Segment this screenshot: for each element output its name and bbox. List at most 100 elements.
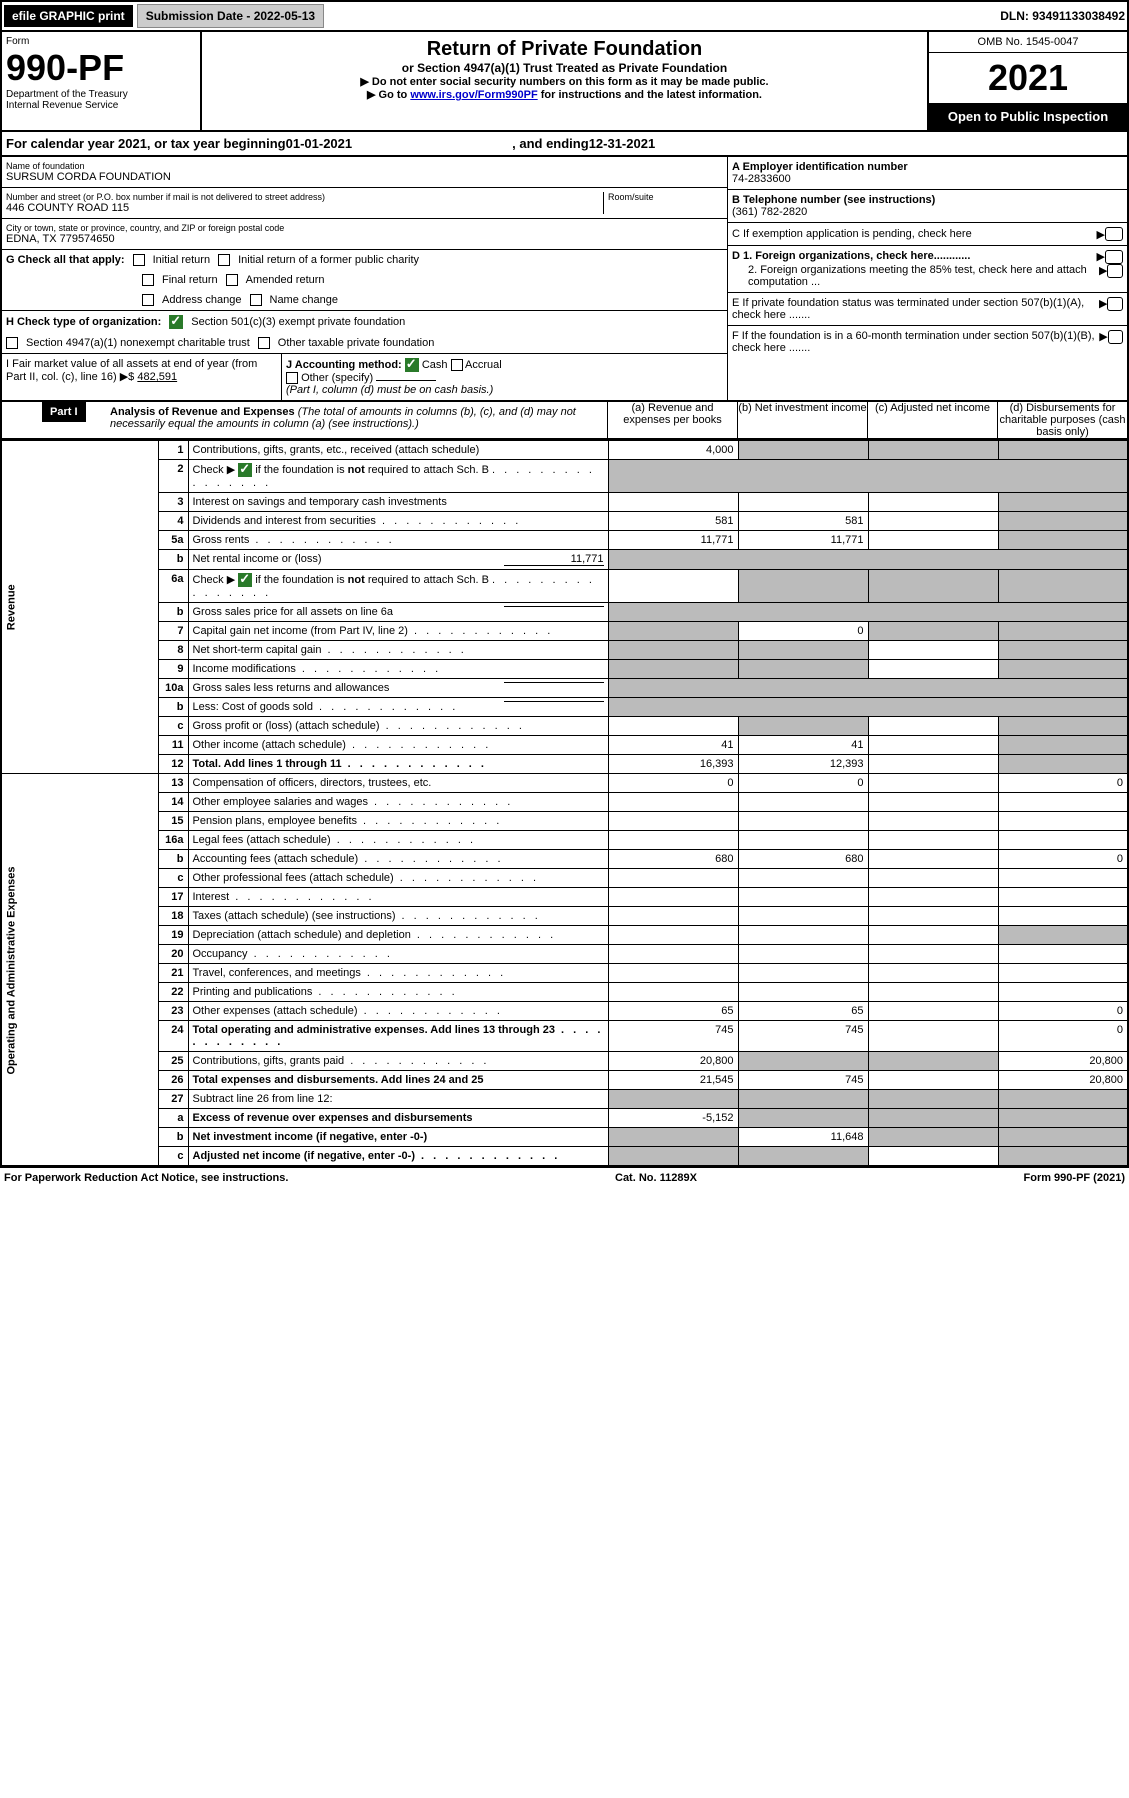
row-number: 17: [158, 888, 188, 907]
row-description: Income modifications: [188, 660, 608, 679]
checkbox-address-change[interactable]: [142, 294, 154, 306]
cell-d: [998, 531, 1128, 550]
row-number: 4: [158, 512, 188, 531]
top-bar: efile GRAPHIC print Submission Date - 20…: [0, 0, 1129, 32]
address-label: Number and street (or P.O. box number if…: [6, 192, 603, 202]
checkbox-initial-return[interactable]: [133, 254, 145, 266]
checkbox-schb[interactable]: [238, 573, 252, 587]
j-accrual: Accrual: [465, 359, 502, 371]
row-number: 8: [158, 641, 188, 660]
foundation-name-label: Name of foundation: [6, 161, 723, 171]
checkbox-cash[interactable]: [405, 358, 419, 372]
table-row: 16aLegal fees (attach schedule): [1, 831, 1128, 850]
row-description: Gross sales price for all assets on line…: [188, 603, 608, 622]
c-exemption-label: C If exemption application is pending, c…: [732, 228, 972, 240]
checkbox-4947a1[interactable]: [6, 337, 18, 349]
cell-b: 745: [738, 1021, 868, 1052]
table-row: bLess: Cost of goods sold: [1, 698, 1128, 717]
cell-c: [868, 774, 998, 793]
cell-a: [608, 926, 738, 945]
inline-fill-value: [504, 606, 604, 607]
cell-a: 680: [608, 850, 738, 869]
cell-b: 0: [738, 774, 868, 793]
cell-b: [738, 869, 868, 888]
table-row: cGross profit or (loss) (attach schedule…: [1, 717, 1128, 736]
instr-goto-post: for instructions and the latest informat…: [538, 89, 762, 101]
row-number: 22: [158, 983, 188, 1002]
checkbox-other-taxable[interactable]: [258, 337, 270, 349]
i-label: I Fair market value of all assets at end…: [6, 358, 257, 383]
d1-label: D 1. Foreign organizations, check here..…: [732, 250, 970, 264]
row-description: Travel, conferences, and meetings: [188, 964, 608, 983]
a-ein-label: A Employer identification number: [732, 161, 1123, 173]
cell-b: [738, 1090, 868, 1109]
checkbox-e[interactable]: [1107, 297, 1123, 311]
row-description: Subtract line 26 from line 12:: [188, 1090, 608, 1109]
cell-d: 0: [998, 774, 1128, 793]
row-number: 15: [158, 812, 188, 831]
table-row: 11Other income (attach schedule)4141: [1, 736, 1128, 755]
part1-table: Revenue1Contributions, gifts, grants, et…: [0, 440, 1129, 1167]
checkbox-501c3[interactable]: [169, 315, 183, 329]
checkbox-accrual[interactable]: [451, 359, 463, 371]
checkbox-name-change[interactable]: [250, 294, 262, 306]
cell-b: [738, 493, 868, 512]
row-description: Net investment income (if negative, ente…: [188, 1128, 608, 1147]
row-number: b: [158, 698, 188, 717]
footer-mid: Cat. No. 11289X: [615, 1172, 697, 1184]
checkbox-d2[interactable]: [1107, 264, 1123, 278]
cell-a: [608, 983, 738, 1002]
j-note: (Part I, column (d) must be on cash basi…: [286, 384, 493, 396]
row-description: Check ▶ if the foundation is not require…: [188, 460, 608, 493]
city-label: City or town, state or province, country…: [6, 223, 723, 233]
row-number: 14: [158, 793, 188, 812]
table-row: 8Net short-term capital gain: [1, 641, 1128, 660]
row-number: 13: [158, 774, 188, 793]
row-number: 5a: [158, 531, 188, 550]
row-description: Other income (attach schedule): [188, 736, 608, 755]
footer-right: Form 990-PF (2021): [1024, 1172, 1125, 1184]
cell-b: [738, 793, 868, 812]
checkbox-schb[interactable]: [238, 463, 252, 477]
checkbox-f[interactable]: [1108, 330, 1123, 344]
e-label: E If private foundation status was termi…: [732, 297, 1099, 321]
section-h: H Check type of organization: Section 50…: [2, 311, 727, 333]
row-description: Printing and publications: [188, 983, 608, 1002]
cell-c: [868, 1052, 998, 1071]
checkbox-other-method[interactable]: [286, 372, 298, 384]
checkbox-initial-return-former[interactable]: [218, 254, 230, 266]
cell-b: [738, 831, 868, 850]
cell-c: [868, 850, 998, 869]
submission-date-button[interactable]: Submission Date - 2022-05-13: [137, 4, 324, 28]
cell-a: [608, 831, 738, 850]
checkbox-amended-return[interactable]: [226, 274, 238, 286]
cell-b: [738, 812, 868, 831]
instr-ssn: ▶ Do not enter social security numbers o…: [208, 75, 921, 88]
return-title: Return of Private Foundation: [208, 38, 921, 61]
table-row: 4Dividends and interest from securities5…: [1, 512, 1128, 531]
table-row: 2Check ▶ if the foundation is not requir…: [1, 460, 1128, 493]
form-number: 990-PF: [6, 47, 196, 89]
inline-fill-value: [504, 701, 604, 702]
checkbox-c[interactable]: [1105, 227, 1123, 241]
cell-d: [998, 869, 1128, 888]
row-description: Contributions, gifts, grants paid: [188, 1052, 608, 1071]
cell-d: [998, 1147, 1128, 1167]
f-label: F If the foundation is in a 60-month ter…: [732, 330, 1099, 354]
col-c-header: (c) Adjusted net income: [867, 402, 997, 438]
cell-c: [868, 622, 998, 641]
cell-d: [998, 660, 1128, 679]
checkbox-d1[interactable]: [1105, 250, 1123, 264]
cell-d: [998, 717, 1128, 736]
cell-d: [998, 736, 1128, 755]
row-number: c: [158, 717, 188, 736]
g-opt-3: Amended return: [246, 274, 325, 286]
irs-link[interactable]: www.irs.gov/Form990PF: [410, 89, 537, 101]
cell-a: 11,771: [608, 531, 738, 550]
efile-print-button[interactable]: efile GRAPHIC print: [4, 5, 133, 27]
cell-a: [608, 945, 738, 964]
cell-d: [998, 945, 1128, 964]
row-description: Gross rents: [188, 531, 608, 550]
row-number: 2: [158, 460, 188, 493]
checkbox-final-return[interactable]: [142, 274, 154, 286]
